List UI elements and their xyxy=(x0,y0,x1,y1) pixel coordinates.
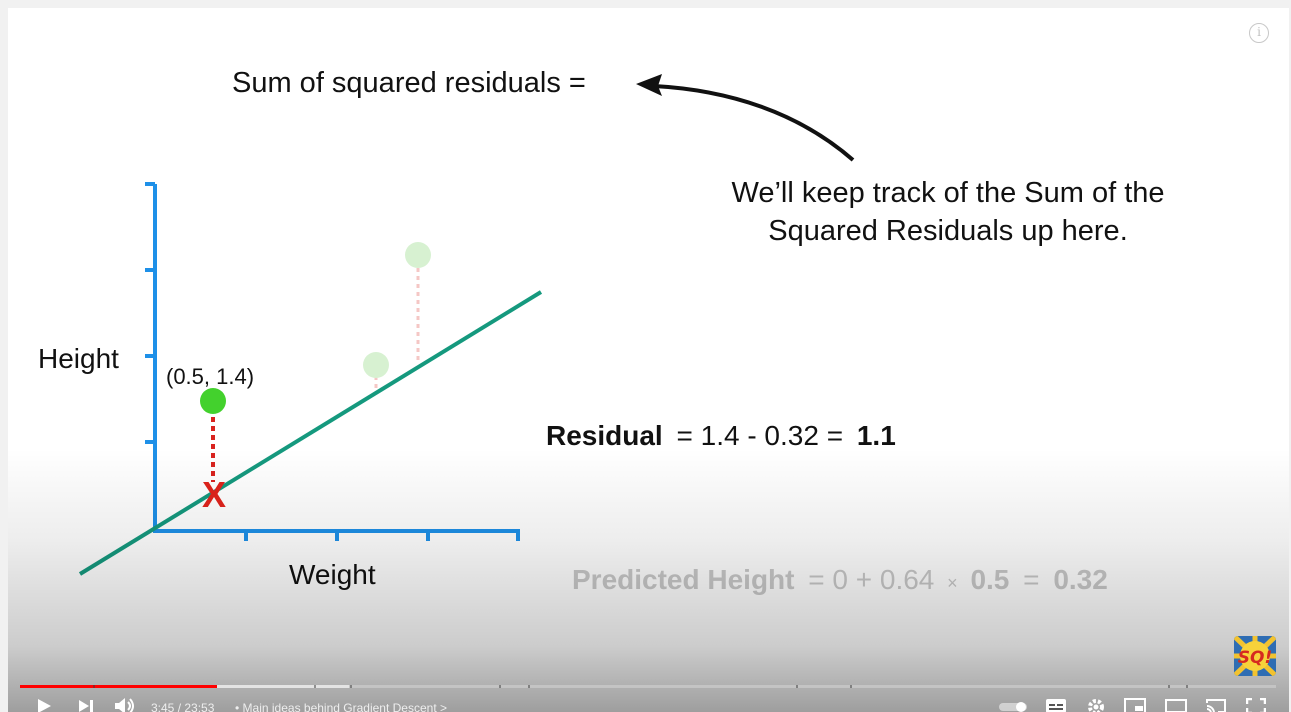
watermark-text: SQ! xyxy=(1238,648,1272,668)
chapter-marker xyxy=(1186,685,1188,688)
residual-equation: Residual = 1.4 - 0.32 = 1.1 xyxy=(546,420,896,451)
watermark-badge-icon: SQ! xyxy=(1234,636,1276,676)
chapter-marker xyxy=(850,685,852,688)
fullscreen-icon[interactable] xyxy=(1246,698,1266,712)
theater-mode-icon[interactable] xyxy=(1165,698,1187,712)
time-display: 3:45 / 23:53 xyxy=(151,701,215,712)
next-icon[interactable] xyxy=(77,698,95,712)
info-icon[interactable]: i xyxy=(1249,23,1269,43)
chapter-title-button[interactable]: • Main ideas behind Gradient Descent > xyxy=(235,701,447,712)
settings-icon[interactable] xyxy=(1087,698,1105,712)
chapter-marker xyxy=(93,685,95,688)
faded-data-point-2 xyxy=(405,242,431,268)
chevron-right-icon: > xyxy=(440,701,448,712)
chapter-marker xyxy=(528,685,530,688)
y-axis-label: Height xyxy=(38,343,119,374)
autoplay-toggle-icon[interactable] xyxy=(999,702,1027,712)
volume-icon[interactable] xyxy=(114,698,136,712)
progress-bar[interactable] xyxy=(20,685,1276,688)
cast-icon[interactable] xyxy=(1205,698,1227,712)
chapter-marker xyxy=(499,685,501,688)
arrow-curve xyxy=(653,84,855,162)
video-player[interactable]: Sum of squared residuals = We’ll keep tr… xyxy=(8,8,1289,712)
x-axis-label: Weight xyxy=(289,559,376,590)
data-point xyxy=(200,388,226,414)
note-line-2: Squared Residuals up here. xyxy=(768,215,1128,247)
data-point-label: (0.5, 1.4) xyxy=(166,364,254,389)
player-controls: 3:45 / 23:53 • Main ideas behind Gradien… xyxy=(8,692,1289,712)
chapter-title: Main ideas behind Gradient Descent xyxy=(242,701,437,712)
predicted-x-marker: X xyxy=(202,474,226,515)
sum-squared-residuals-title: Sum of squared residuals = xyxy=(232,67,586,99)
separator-dot: • xyxy=(235,701,240,712)
chapter-marker xyxy=(1168,685,1170,688)
chapter-marker xyxy=(796,685,798,688)
play-icon[interactable] xyxy=(36,698,52,712)
note-line-1: We’ll keep track of the Sum of the xyxy=(731,177,1164,209)
channel-watermark-logo[interactable]: SQ! xyxy=(1234,636,1276,676)
faded-data-point-1 xyxy=(363,352,389,378)
x-axis xyxy=(153,529,520,541)
chapter-marker xyxy=(350,685,352,688)
chapter-marker xyxy=(314,685,316,688)
fitted-line xyxy=(78,290,543,576)
arrow-head xyxy=(636,74,662,96)
slide-frame: Sum of squared residuals = We’ll keep tr… xyxy=(38,67,1165,595)
y-axis xyxy=(145,182,157,533)
miniplayer-icon[interactable] xyxy=(1124,698,1146,712)
subtitles-icon[interactable] xyxy=(1045,698,1067,712)
progress-played xyxy=(20,685,218,688)
predicted-height-equation: Predicted Height = 0 + 0.64 × 0.5 = 0.32 xyxy=(572,564,1108,595)
